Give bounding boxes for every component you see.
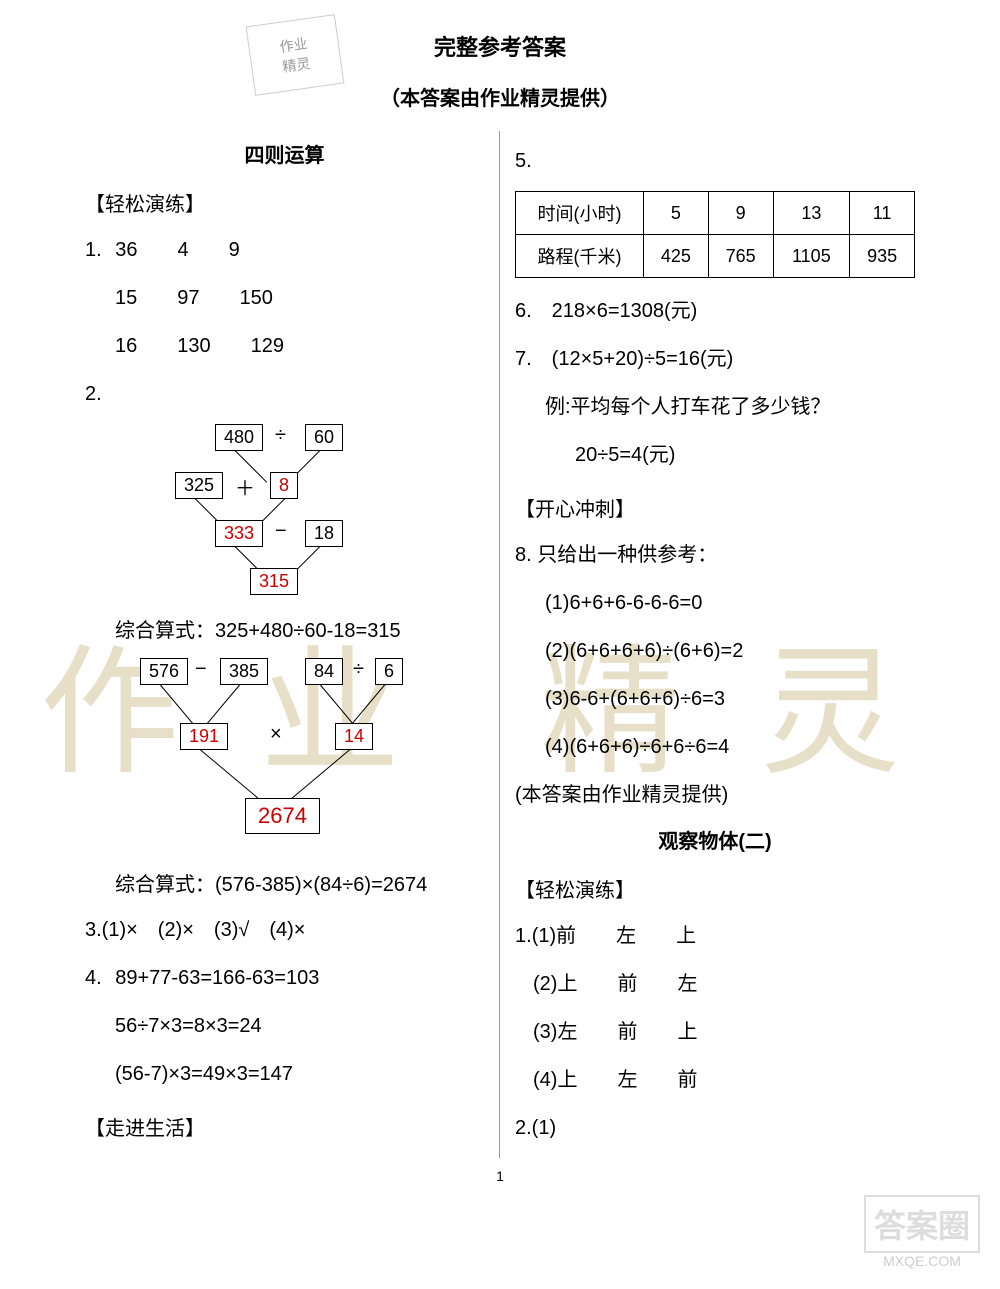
d1-div: ÷ (275, 424, 286, 447)
q7-line1: 7. (12×5+20)÷5=16(元) (515, 341, 915, 377)
practice2-label: 【轻松演练】 (515, 874, 915, 903)
logo-stamp: 作业 精灵 (246, 14, 345, 96)
d2-84: 84 (305, 658, 343, 685)
q1-row2: 15 97 150 (85, 280, 484, 316)
d1-plus: ＋ (235, 472, 255, 501)
d1-325: 325 (175, 472, 223, 499)
corner-name: 答案圈 (864, 1195, 980, 1253)
q8-label: 8. 只给出一种供参考： (515, 537, 915, 573)
q5-table: 时间(小时) 5 9 13 11 路程(千米) 425 765 1105 935 (515, 191, 915, 278)
td: 11 (850, 192, 915, 235)
expr1-text: 325+480÷60-18=315 (215, 620, 401, 642)
s2q1-3: (3)左 前 上 (515, 1014, 915, 1050)
q1-label: 1. (85, 239, 102, 261)
q4-line3: (56-7)×3=49×3=147 (85, 1056, 484, 1092)
td: 935 (850, 235, 915, 278)
corner-logo: 答案圈 MXQE.COM (864, 1195, 980, 1269)
main-title: 完整参考答案 (0, 30, 1000, 62)
s2q1-2: (2)上 前 左 (515, 966, 915, 1002)
practice-label: 【轻松演练】 (85, 188, 484, 217)
q4: 4. 89+77-63=166-63=103 (85, 960, 484, 996)
corner-url: MXQE.COM (864, 1253, 980, 1269)
th-distance: 路程(千米) (516, 235, 644, 278)
d1-60: 60 (305, 424, 343, 451)
q8-4: (4)(6+6+6)÷6+6÷6=4 (515, 729, 915, 765)
d2-385: 385 (220, 658, 268, 685)
page-number: 1 (0, 1168, 1000, 1184)
q3: 3.(1)× (2)× (3)√ (4)× (85, 912, 484, 948)
expr2: 综合算式：(576-385)×(84÷6)=2674 (115, 868, 484, 897)
s2q2: 2.(1) (515, 1110, 915, 1146)
q2-label: 2. (85, 376, 484, 412)
diagram-2: 576 − 385 84 ÷ 6 191 × 14 2674 (85, 658, 484, 858)
sprint-label: 【开心冲刺】 (515, 493, 915, 522)
expr2-text: (576-385)×(84÷6)=2674 (215, 874, 427, 896)
q4-line2: 56÷7×3=8×3=24 (85, 1008, 484, 1044)
d2-2674: 2674 (245, 798, 320, 834)
expr1: 综合算式：325+480÷60-18=315 (115, 614, 484, 643)
logo-line2: 精灵 (281, 53, 312, 77)
life-label: 【走进生活】 (85, 1112, 484, 1141)
q1-row1: 36 4 9 (115, 239, 240, 261)
d2-minus1: − (195, 658, 207, 681)
th-time: 时间(小时) (516, 192, 644, 235)
q8-3: (3)6-6+(6+6+6)÷6=3 (515, 681, 915, 717)
d1-8: 8 (270, 472, 298, 499)
q1: 1. 36 4 9 (85, 232, 484, 268)
d2-times: × (270, 723, 282, 746)
d2-14: 14 (335, 723, 373, 750)
expr2-label: 综合算式： (115, 874, 215, 896)
d1-333: 333 (215, 520, 263, 547)
d2-191: 191 (180, 723, 228, 750)
td: 13 (773, 192, 850, 235)
s2q1-4: (4)上 左 前 (515, 1062, 915, 1098)
td: 9 (708, 192, 773, 235)
q8-2: (2)(6+6+6+6)÷(6+6)=2 (515, 633, 915, 669)
diagram-1: 480 ÷ 60 325 ＋ 8 333 − 18 315 (85, 424, 484, 604)
q7-line3: 20÷5=4(元) (515, 437, 915, 473)
table-row: 时间(小时) 5 9 13 11 (516, 192, 915, 235)
d1-18: 18 (305, 520, 343, 547)
td: 425 (644, 235, 709, 278)
content-columns: 四则运算 【轻松演练】 1. 36 4 9 15 97 150 16 130 1… (0, 131, 1000, 1158)
q7-line2: 例:平均每个人打车花了多少钱？ (515, 389, 915, 425)
td: 5 (644, 192, 709, 235)
q4-line1: 89+77-63=166-63=103 (115, 967, 319, 989)
d2-6: 6 (375, 658, 403, 685)
table-row: 路程(千米) 425 765 1105 935 (516, 235, 915, 278)
d1-minus: − (275, 520, 287, 543)
s2q1-label: 1. (515, 925, 532, 947)
d1-315: 315 (250, 568, 298, 595)
credit: (本答案由作业精灵提供) (515, 777, 915, 813)
q4-label: 4. (85, 967, 102, 989)
q5-label: 5. (515, 143, 915, 179)
header: 作业 精灵 完整参考答案 （本答案由作业精灵提供） (0, 0, 1000, 111)
d2-576: 576 (140, 658, 188, 685)
right-column: 5. 时间(小时) 5 9 13 11 路程(千米) 425 765 1105 … (500, 131, 930, 1158)
sub-title: （本答案由作业精灵提供） (0, 82, 1000, 111)
d2-div: ÷ (353, 658, 364, 681)
expr1-label: 综合算式： (115, 620, 215, 642)
left-column: 四则运算 【轻松演练】 1. 36 4 9 15 97 150 16 130 1… (70, 131, 500, 1158)
q1-row3: 16 130 129 (85, 328, 484, 364)
td: 1105 (773, 235, 850, 278)
d1-480: 480 (215, 424, 263, 451)
q8-1: (1)6+6+6-6-6-6=0 (515, 585, 915, 621)
s2q1: 1.(1)前 左 上 (515, 918, 915, 954)
section-title-1: 四则运算 (85, 139, 484, 168)
s2q1-1: (1)前 左 上 (532, 925, 696, 947)
td: 765 (708, 235, 773, 278)
section-title-2: 观察物体(二) (515, 825, 915, 854)
q6: 6. 218×6=1308(元) (515, 293, 915, 329)
